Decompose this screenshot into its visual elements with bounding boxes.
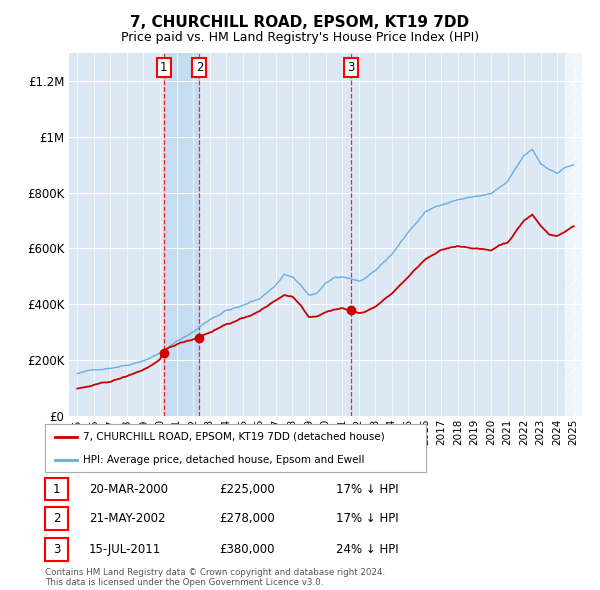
Bar: [565, 53, 582, 416]
Text: 24% ↓ HPI: 24% ↓ HPI: [336, 543, 398, 556]
Text: 3: 3: [347, 61, 355, 74]
Text: 2: 2: [53, 512, 60, 525]
Text: HPI: Average price, detached house, Epsom and Ewell: HPI: Average price, detached house, Epso…: [83, 455, 365, 465]
Text: 21-MAY-2002: 21-MAY-2002: [89, 512, 166, 525]
Text: £380,000: £380,000: [219, 543, 275, 556]
Text: 7, CHURCHILL ROAD, EPSOM, KT19 7DD (detached house): 7, CHURCHILL ROAD, EPSOM, KT19 7DD (deta…: [83, 432, 385, 442]
Text: 1: 1: [53, 483, 60, 496]
Text: 17% ↓ HPI: 17% ↓ HPI: [336, 512, 398, 525]
Text: 7, CHURCHILL ROAD, EPSOM, KT19 7DD: 7, CHURCHILL ROAD, EPSOM, KT19 7DD: [130, 15, 470, 30]
Text: 3: 3: [53, 543, 60, 556]
Bar: [164, 53, 199, 416]
Text: £225,000: £225,000: [219, 483, 275, 496]
Text: 15-JUL-2011: 15-JUL-2011: [89, 543, 161, 556]
Text: £278,000: £278,000: [219, 512, 275, 525]
Text: This data is licensed under the Open Government Licence v3.0.: This data is licensed under the Open Gov…: [45, 578, 323, 587]
Text: 1: 1: [160, 61, 167, 74]
Text: 2: 2: [196, 61, 203, 74]
Text: 20-MAR-2000: 20-MAR-2000: [89, 483, 168, 496]
Text: Price paid vs. HM Land Registry's House Price Index (HPI): Price paid vs. HM Land Registry's House …: [121, 31, 479, 44]
Text: Contains HM Land Registry data © Crown copyright and database right 2024.: Contains HM Land Registry data © Crown c…: [45, 568, 385, 577]
Text: 17% ↓ HPI: 17% ↓ HPI: [336, 483, 398, 496]
